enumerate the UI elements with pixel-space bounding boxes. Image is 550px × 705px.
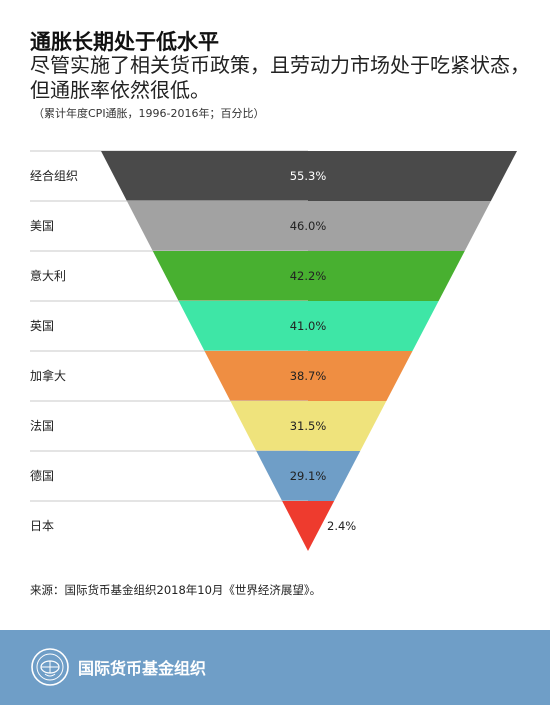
footer-org-name: 国际货币基金组织 (78, 659, 207, 678)
chart-subtitle: 尽管实施了相关货币政策，且劳动力市场处于吃紧状态，但通胀率依然很低。 (30, 53, 530, 102)
category-label: 经合组织 (30, 168, 78, 183)
category-label: 美国 (30, 219, 54, 233)
funnel-segment (152, 251, 465, 301)
category-label: 加拿大 (30, 368, 66, 383)
chart-note: （累计年度CPI通胀，1996-2016年；百分比） (33, 107, 265, 120)
category-label: 法国 (30, 419, 54, 433)
funnel-segment (282, 501, 335, 551)
footer-bar: 国际货币基金组织 (0, 630, 550, 705)
category-label: 德国 (30, 468, 54, 483)
value-label: 42.2% (290, 269, 327, 283)
category-label: 日本 (30, 519, 54, 533)
value-label: 2.4% (327, 519, 356, 533)
funnel-segment (204, 351, 413, 401)
chart-title: 通胀长期处于低水平 (30, 30, 219, 54)
value-label: 31.5% (290, 419, 327, 433)
value-label: 29.1% (290, 469, 327, 483)
value-label: 46.0% (290, 219, 327, 233)
value-label: 41.0% (290, 319, 327, 333)
imf-seal-icon (31, 648, 69, 686)
value-label: 38.7% (290, 369, 327, 383)
category-label: 英国 (30, 319, 54, 333)
funnel-segment (230, 401, 387, 451)
funnel-chart: 经合组织 55.3% 美国 46.0% 意大利 42.2% 英国 41.0% 加拿大 38.7% 法… (30, 150, 517, 551)
funnel-segment (256, 451, 361, 501)
source-note: 来源：国际货币基金组织2018年10月《世界经济展望》。 (30, 583, 322, 597)
funnel-segment (126, 201, 491, 251)
value-label: 55.3% (290, 169, 327, 183)
funnel-segment (101, 151, 517, 201)
funnel-segment (178, 301, 439, 351)
category-label: 意大利 (30, 268, 66, 283)
